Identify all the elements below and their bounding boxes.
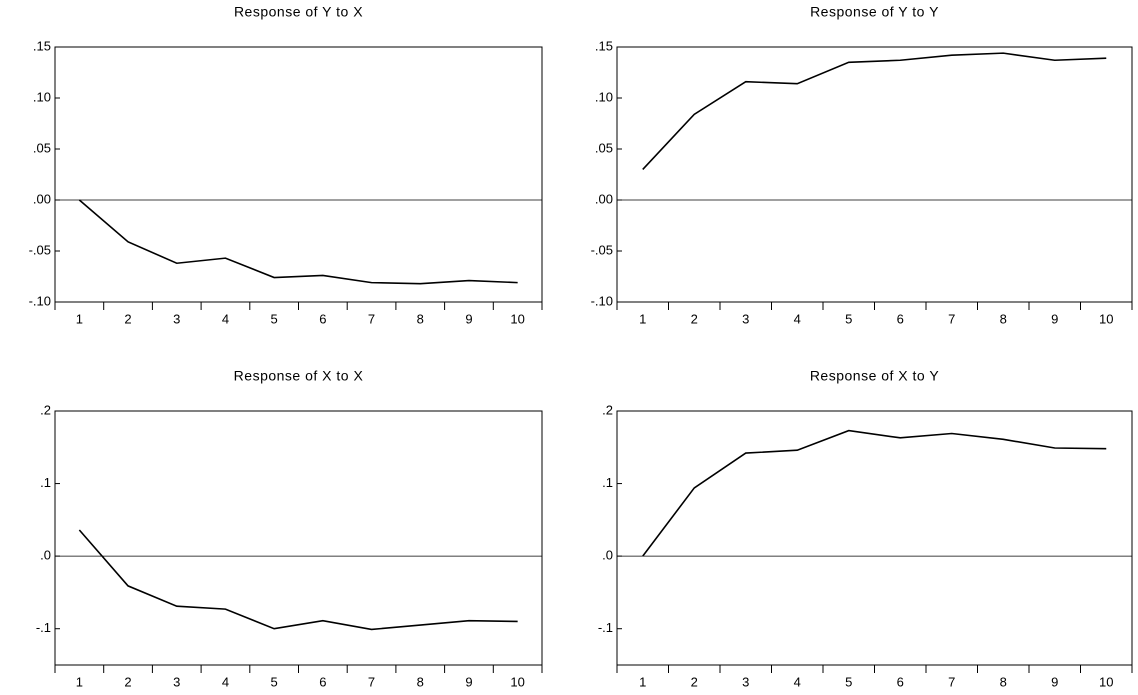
x-tick-label: 4 [222,674,229,689]
x-tick-label: 7 [948,311,955,326]
y-tick-label: -.1 [598,620,613,635]
chart-title: Response of Y to X [234,4,363,20]
y-tick-label: .10 [595,89,613,104]
y-tick-label: .0 [602,548,613,563]
x-tick-label: 3 [173,674,180,689]
y-tick-label: -.1 [36,620,51,635]
x-tick-label: 8 [1000,311,1007,326]
y-tick-label: -.05 [29,242,51,257]
series-line [642,52,1107,170]
plot-frame [54,46,543,303]
x-tick-label: 6 [897,311,904,326]
x-tick-label: 9 [1051,674,1058,689]
x-tick-label: 6 [897,674,904,689]
chart-title: Response of X to Y [810,368,940,384]
y-tick-label: .1 [602,475,613,490]
x-tick-label: 3 [173,311,180,326]
x-tick-label: 10 [510,674,524,689]
y-tick-label: -.10 [591,293,613,308]
x-tick-label: 3 [742,311,749,326]
y-tick-label: -.05 [591,242,613,257]
y-tick-label: .2 [40,402,51,417]
y-tick-label: .15 [595,38,613,53]
x-tick-label: 5 [271,311,278,326]
x-tick-label: 9 [465,674,472,689]
y-tick-label: .15 [33,38,51,53]
x-tick-label: 10 [1099,674,1113,689]
y-tick-label: .1 [40,475,51,490]
y-tick-label: .05 [33,140,51,155]
x-tick-label: 5 [845,311,852,326]
x-tick-label: 1 [639,311,646,326]
y-tick-label: .0 [40,548,51,563]
x-tick-label: 2 [691,674,698,689]
x-tick-label: 6 [319,674,326,689]
x-tick-label: 1 [639,674,646,689]
series-line [642,429,1107,557]
chart-title: Response of Y to Y [810,4,939,20]
x-tick-label: 8 [417,674,424,689]
x-tick-label: 7 [368,674,375,689]
x-tick-label: 1 [76,674,83,689]
y-tick-label: .00 [595,191,613,206]
x-tick-label: 6 [319,311,326,326]
y-tick-label: .10 [33,89,51,104]
series-line [78,529,518,631]
x-tick-label: 10 [1099,311,1113,326]
x-tick-label: 1 [76,311,83,326]
y-tick-label: .2 [602,402,613,417]
plot-frame [616,46,1133,303]
y-tick-label: .05 [595,140,613,155]
chart-title: Response of X to X [234,368,364,384]
x-tick-label: 5 [845,674,852,689]
x-tick-label: 2 [124,674,131,689]
x-tick-label: 4 [794,311,801,326]
x-tick-label: 5 [271,674,278,689]
plot-frame [54,410,543,666]
series-line [78,199,518,285]
x-tick-label: 9 [1051,311,1058,326]
x-tick-label: 7 [948,674,955,689]
x-tick-label: 9 [465,311,472,326]
x-tick-label: 2 [124,311,131,326]
y-tick-label: -.10 [29,293,51,308]
y-tick-label: .00 [33,191,51,206]
x-tick-label: 8 [417,311,424,326]
x-tick-label: 2 [691,311,698,326]
x-tick-label: 4 [222,311,229,326]
x-tick-label: 3 [742,674,749,689]
plot-frame [616,410,1133,666]
x-tick-label: 4 [794,674,801,689]
x-tick-label: 8 [1000,674,1007,689]
x-tick-label: 7 [368,311,375,326]
x-tick-label: 10 [510,311,524,326]
